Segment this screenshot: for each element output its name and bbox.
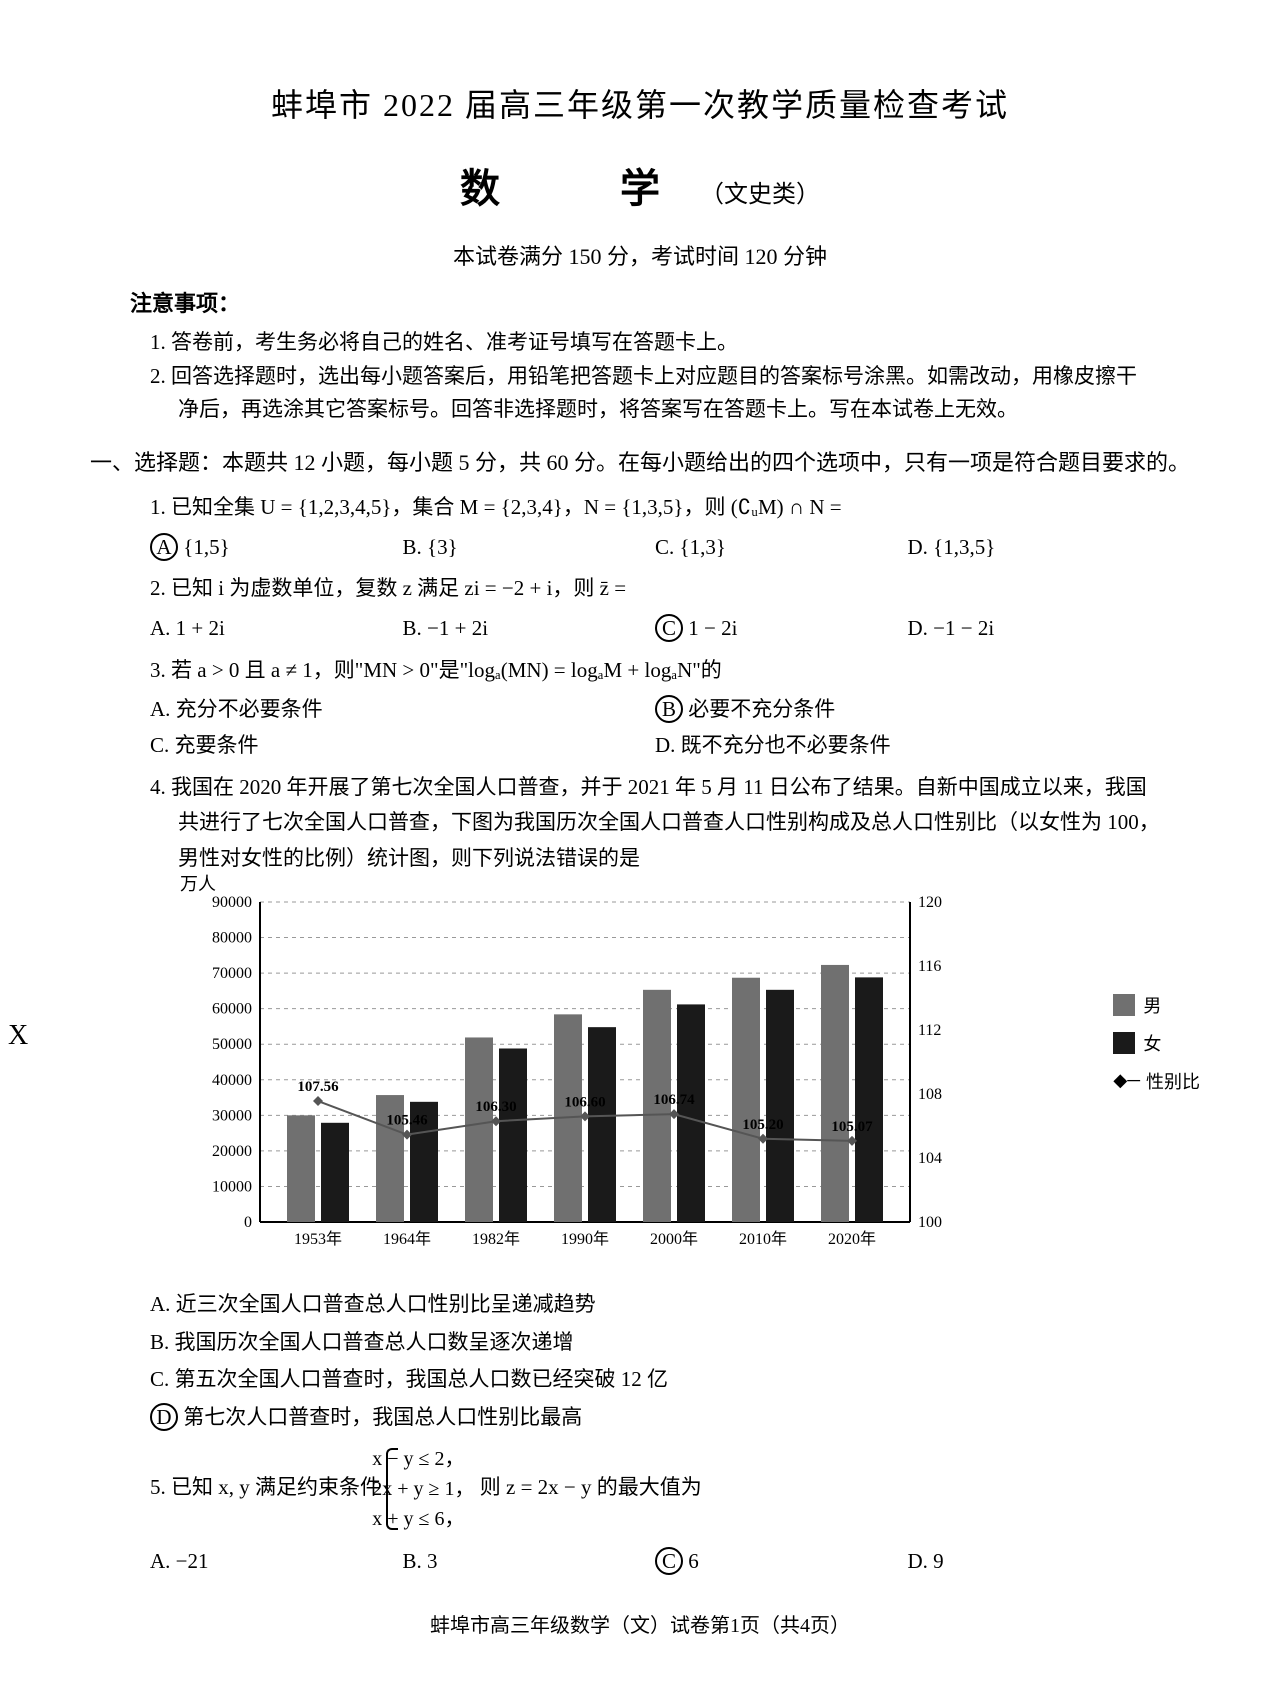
q3-text: 3. 若 a > 0 且 a ≠ 1，则"MN > 0"是"logₐ(MN) =… xyxy=(150,653,1160,689)
q5-opt-a: A. −21 xyxy=(150,1544,403,1580)
q5-options: A. −21 B. 3 C 6 D. 9 xyxy=(150,1544,1160,1580)
q1-opt-a: A {1,5} xyxy=(150,530,403,566)
q4-options: A. 近三次全国人口普查总人口性别比呈递减趋势 B. 我国历次全国人口普查总人口… xyxy=(150,1287,1160,1438)
q4-opt-a: A. 近三次全国人口普查总人口性别比呈递减趋势 xyxy=(150,1287,1160,1323)
legend-swatch-female xyxy=(1113,1032,1135,1054)
svg-text:105.20: 105.20 xyxy=(742,1117,783,1133)
subject-title: 数 学（文史类） xyxy=(90,156,1190,214)
svg-text:1990年: 1990年 xyxy=(561,1230,609,1248)
svg-text:105.07: 105.07 xyxy=(831,1119,873,1135)
q3-opt-a: A. 充分不必要条件 xyxy=(150,692,655,728)
svg-text:106.74: 106.74 xyxy=(653,1092,695,1108)
legend-male: 男 xyxy=(1113,992,1200,1018)
legend-swatch-male xyxy=(1113,994,1135,1016)
svg-text:60000: 60000 xyxy=(212,1001,252,1018)
svg-text:1953年: 1953年 xyxy=(294,1230,342,1248)
q2-opt-b: B. −1 + 2i xyxy=(403,611,656,647)
svg-text:30000: 30000 xyxy=(212,1107,252,1124)
chart-svg: 0 10000 20000 30000 40000 50000 60000 70000 8000… xyxy=(190,892,970,1252)
side-marker: X xyxy=(8,1020,28,1052)
svg-text:107.56: 107.56 xyxy=(297,1079,339,1095)
q1-opt-c: C. {1,3} xyxy=(655,530,908,566)
q3-options: A. 充分不必要条件 B 必要不充分条件 C. 充要条件 D. 既不充分也不必要… xyxy=(150,692,1160,763)
circle-mark: D xyxy=(150,1403,178,1431)
svg-text:120: 120 xyxy=(918,894,942,911)
q1-options: A {1,5} B. {3} C. {1,3} D. {1,3,5} xyxy=(150,530,1160,566)
legend-ratio: ◆─ 性别比 xyxy=(1113,1068,1200,1094)
q5-opt-b: B. 3 xyxy=(403,1544,656,1580)
svg-text:1982年: 1982年 xyxy=(472,1230,520,1248)
q3-opt-c: C. 充要条件 xyxy=(150,728,655,764)
q5-opt-c: C 6 xyxy=(655,1544,908,1580)
notice-title: 注意事项： xyxy=(130,286,1190,318)
page-footer: 蚌埠市高三年级数学（文）试卷第1页（共4页） xyxy=(90,1609,1190,1638)
q2-options: A. 1 + 2i B. −1 + 2i C 1 − 2i D. −1 − 2i xyxy=(150,611,1160,647)
svg-text:108: 108 xyxy=(918,1086,942,1103)
subject-small: （文史类） xyxy=(700,182,820,208)
circle-mark: B xyxy=(655,695,683,723)
q4-opt-d: D 第七次人口普查时，我国总人口性别比最高 xyxy=(150,1400,1160,1436)
legend-female: 女 xyxy=(1113,1030,1200,1056)
q4-text: 4. 我国在 2020 年开展了第七次全国人口普查，并于 2021 年 5 月 … xyxy=(150,770,1160,877)
question-4-options: A. 近三次全国人口普查总人口性别比呈递减趋势 B. 我国历次全国人口普查总人口… xyxy=(150,1287,1160,1438)
section-1-header: 一、选择题：本题共 12 小题，每小题 5 分，共 60 分。在每小题给出的四个… xyxy=(138,445,1190,480)
q1-text: 1. 已知全集 U = {1,2,3,4,5}，集合 M = {2,3,4}，N… xyxy=(150,490,1160,526)
svg-text:70000: 70000 xyxy=(212,965,252,982)
svg-text:2020年: 2020年 xyxy=(828,1230,876,1248)
q5-constraints: x − y ≤ 2， 2x + y ≥ 1， x + y ≤ 6， xyxy=(386,1444,474,1534)
svg-text:2010年: 2010年 xyxy=(739,1230,787,1248)
q2-opt-a: A. 1 + 2i xyxy=(150,611,403,647)
svg-text:105.46: 105.46 xyxy=(386,1112,428,1128)
q4-opt-b: B. 我国历次全国人口普查总人口数呈逐次递增 xyxy=(150,1325,1160,1361)
q1-opt-b: B. {3} xyxy=(403,530,656,566)
svg-text:116: 116 xyxy=(918,958,941,975)
q2-opt-d: D. −1 − 2i xyxy=(908,611,1161,647)
notice-item-2: 2. 回答选择题时，选出每小题答案后，用铅笔把答题卡上对应题目的答案标号涂黑。如… xyxy=(150,360,1150,427)
svg-text:112: 112 xyxy=(918,1022,941,1039)
question-2: 2. 已知 i 为虚数单位，复数 z 满足 zi = −2 + i，则 z̄ =… xyxy=(150,571,1160,646)
notice-item-1: 1. 答卷前，考生务必将自己的姓名、准考证号填写在答题卡上。 xyxy=(150,326,1150,360)
q1-opt-d: D. {1,3,5} xyxy=(908,530,1161,566)
q5-opt-d: D. 9 xyxy=(908,1544,1161,1580)
svg-text:0: 0 xyxy=(244,1214,252,1231)
exam-title: 蚌埠市 2022 届高三年级第一次教学质量检查考试 xyxy=(90,80,1190,126)
svg-text:80000: 80000 xyxy=(212,929,252,946)
question-5: 5. 已知 x, y 满足约束条件 x − y ≤ 2， 2x + y ≥ 1，… xyxy=(150,1444,1160,1580)
q3-opt-b: B 必要不充分条件 xyxy=(655,692,1160,728)
q4-opt-c: C. 第五次全国人口普查时，我国总人口数已经突破 12 亿 xyxy=(150,1362,1160,1398)
exam-info: 本试卷满分 150 分，考试时间 120 分钟 xyxy=(90,239,1190,271)
svg-text:106.30: 106.30 xyxy=(475,1099,516,1115)
svg-text:50000: 50000 xyxy=(212,1036,252,1053)
q3-opt-d: D. 既不充分也不必要条件 xyxy=(655,728,1160,764)
question-4: 4. 我国在 2020 年开展了第七次全国人口普查，并于 2021 年 5 月 … xyxy=(150,770,1160,877)
question-1: 1. 已知全集 U = {1,2,3,4,5}，集合 M = {2,3,4}，N… xyxy=(150,490,1160,565)
svg-text:2000年: 2000年 xyxy=(650,1230,698,1248)
svg-text:100: 100 xyxy=(918,1214,942,1231)
q5-text: 5. 已知 x, y 满足约束条件 x − y ≤ 2， 2x + y ≥ 1，… xyxy=(150,1444,1160,1534)
svg-text:10000: 10000 xyxy=(212,1178,252,1195)
question-3: 3. 若 a > 0 且 a ≠ 1，则"MN > 0"是"logₐ(MN) =… xyxy=(150,653,1160,764)
circle-mark: C xyxy=(655,614,683,642)
svg-text:40000: 40000 xyxy=(212,1072,252,1089)
chart-y-unit: 万人 xyxy=(180,870,216,896)
circle-mark: A xyxy=(150,533,178,561)
subject-big: 数 学 xyxy=(460,166,700,211)
chart-legend: 男 女 ◆─ 性别比 xyxy=(1113,992,1200,1106)
svg-text:20000: 20000 xyxy=(212,1143,252,1160)
population-chart: 万人 0100002000030000400005000060000700008… xyxy=(190,892,1110,1272)
q2-opt-c: C 1 − 2i xyxy=(655,611,908,647)
svg-text:1964年: 1964年 xyxy=(383,1230,431,1248)
circle-mark: C xyxy=(655,1547,683,1575)
svg-text:90000: 90000 xyxy=(212,894,252,911)
svg-text:104: 104 xyxy=(918,1150,942,1167)
q2-text: 2. 已知 i 为虚数单位，复数 z 满足 zi = −2 + i，则 z̄ = xyxy=(150,571,1160,607)
svg-text:106.60: 106.60 xyxy=(564,1094,605,1110)
